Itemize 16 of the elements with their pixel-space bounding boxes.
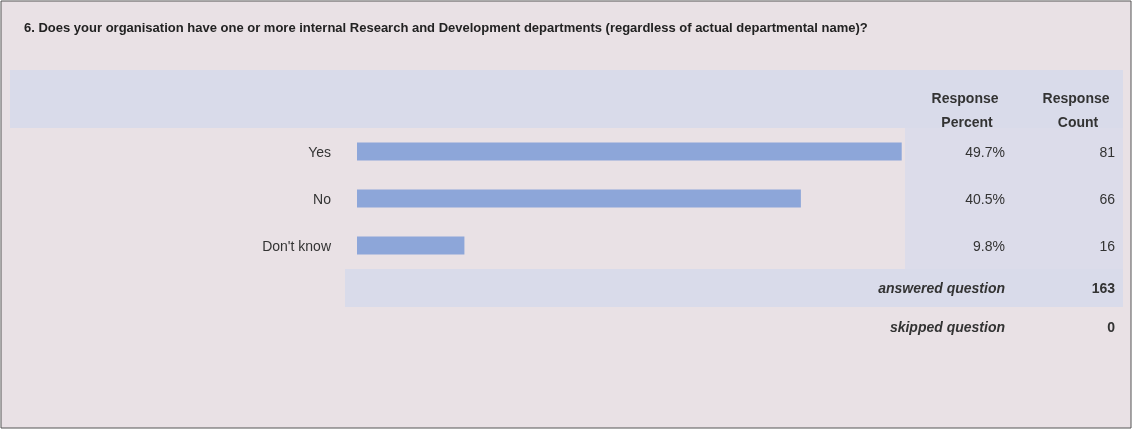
data-label: 49.7% — [965, 143, 1005, 160]
text: 16 — [1099, 237, 1116, 254]
data-label: 40.5% — [965, 190, 1005, 207]
text: Response Percent — [931, 90, 1003, 130]
text: 66 — [1099, 190, 1116, 207]
data-label: 9.8% — [973, 237, 1005, 254]
y-tick-label: Don't know — [262, 237, 332, 254]
y-tick-label: No — [313, 190, 332, 207]
text: answered question — [878, 280, 1005, 296]
text: Response Count — [1042, 90, 1114, 130]
y-tick-label: Yes — [308, 143, 331, 160]
text: skipped question — [889, 319, 1005, 335]
text: 0 — [1107, 319, 1116, 335]
chart-title: 6. Does your organisation have one or more internal Research and Development departments (regardless of actual departmental name)? — [24, 19, 868, 35]
text: 81 — [1099, 143, 1116, 160]
text: 163 — [1091, 280, 1116, 296]
